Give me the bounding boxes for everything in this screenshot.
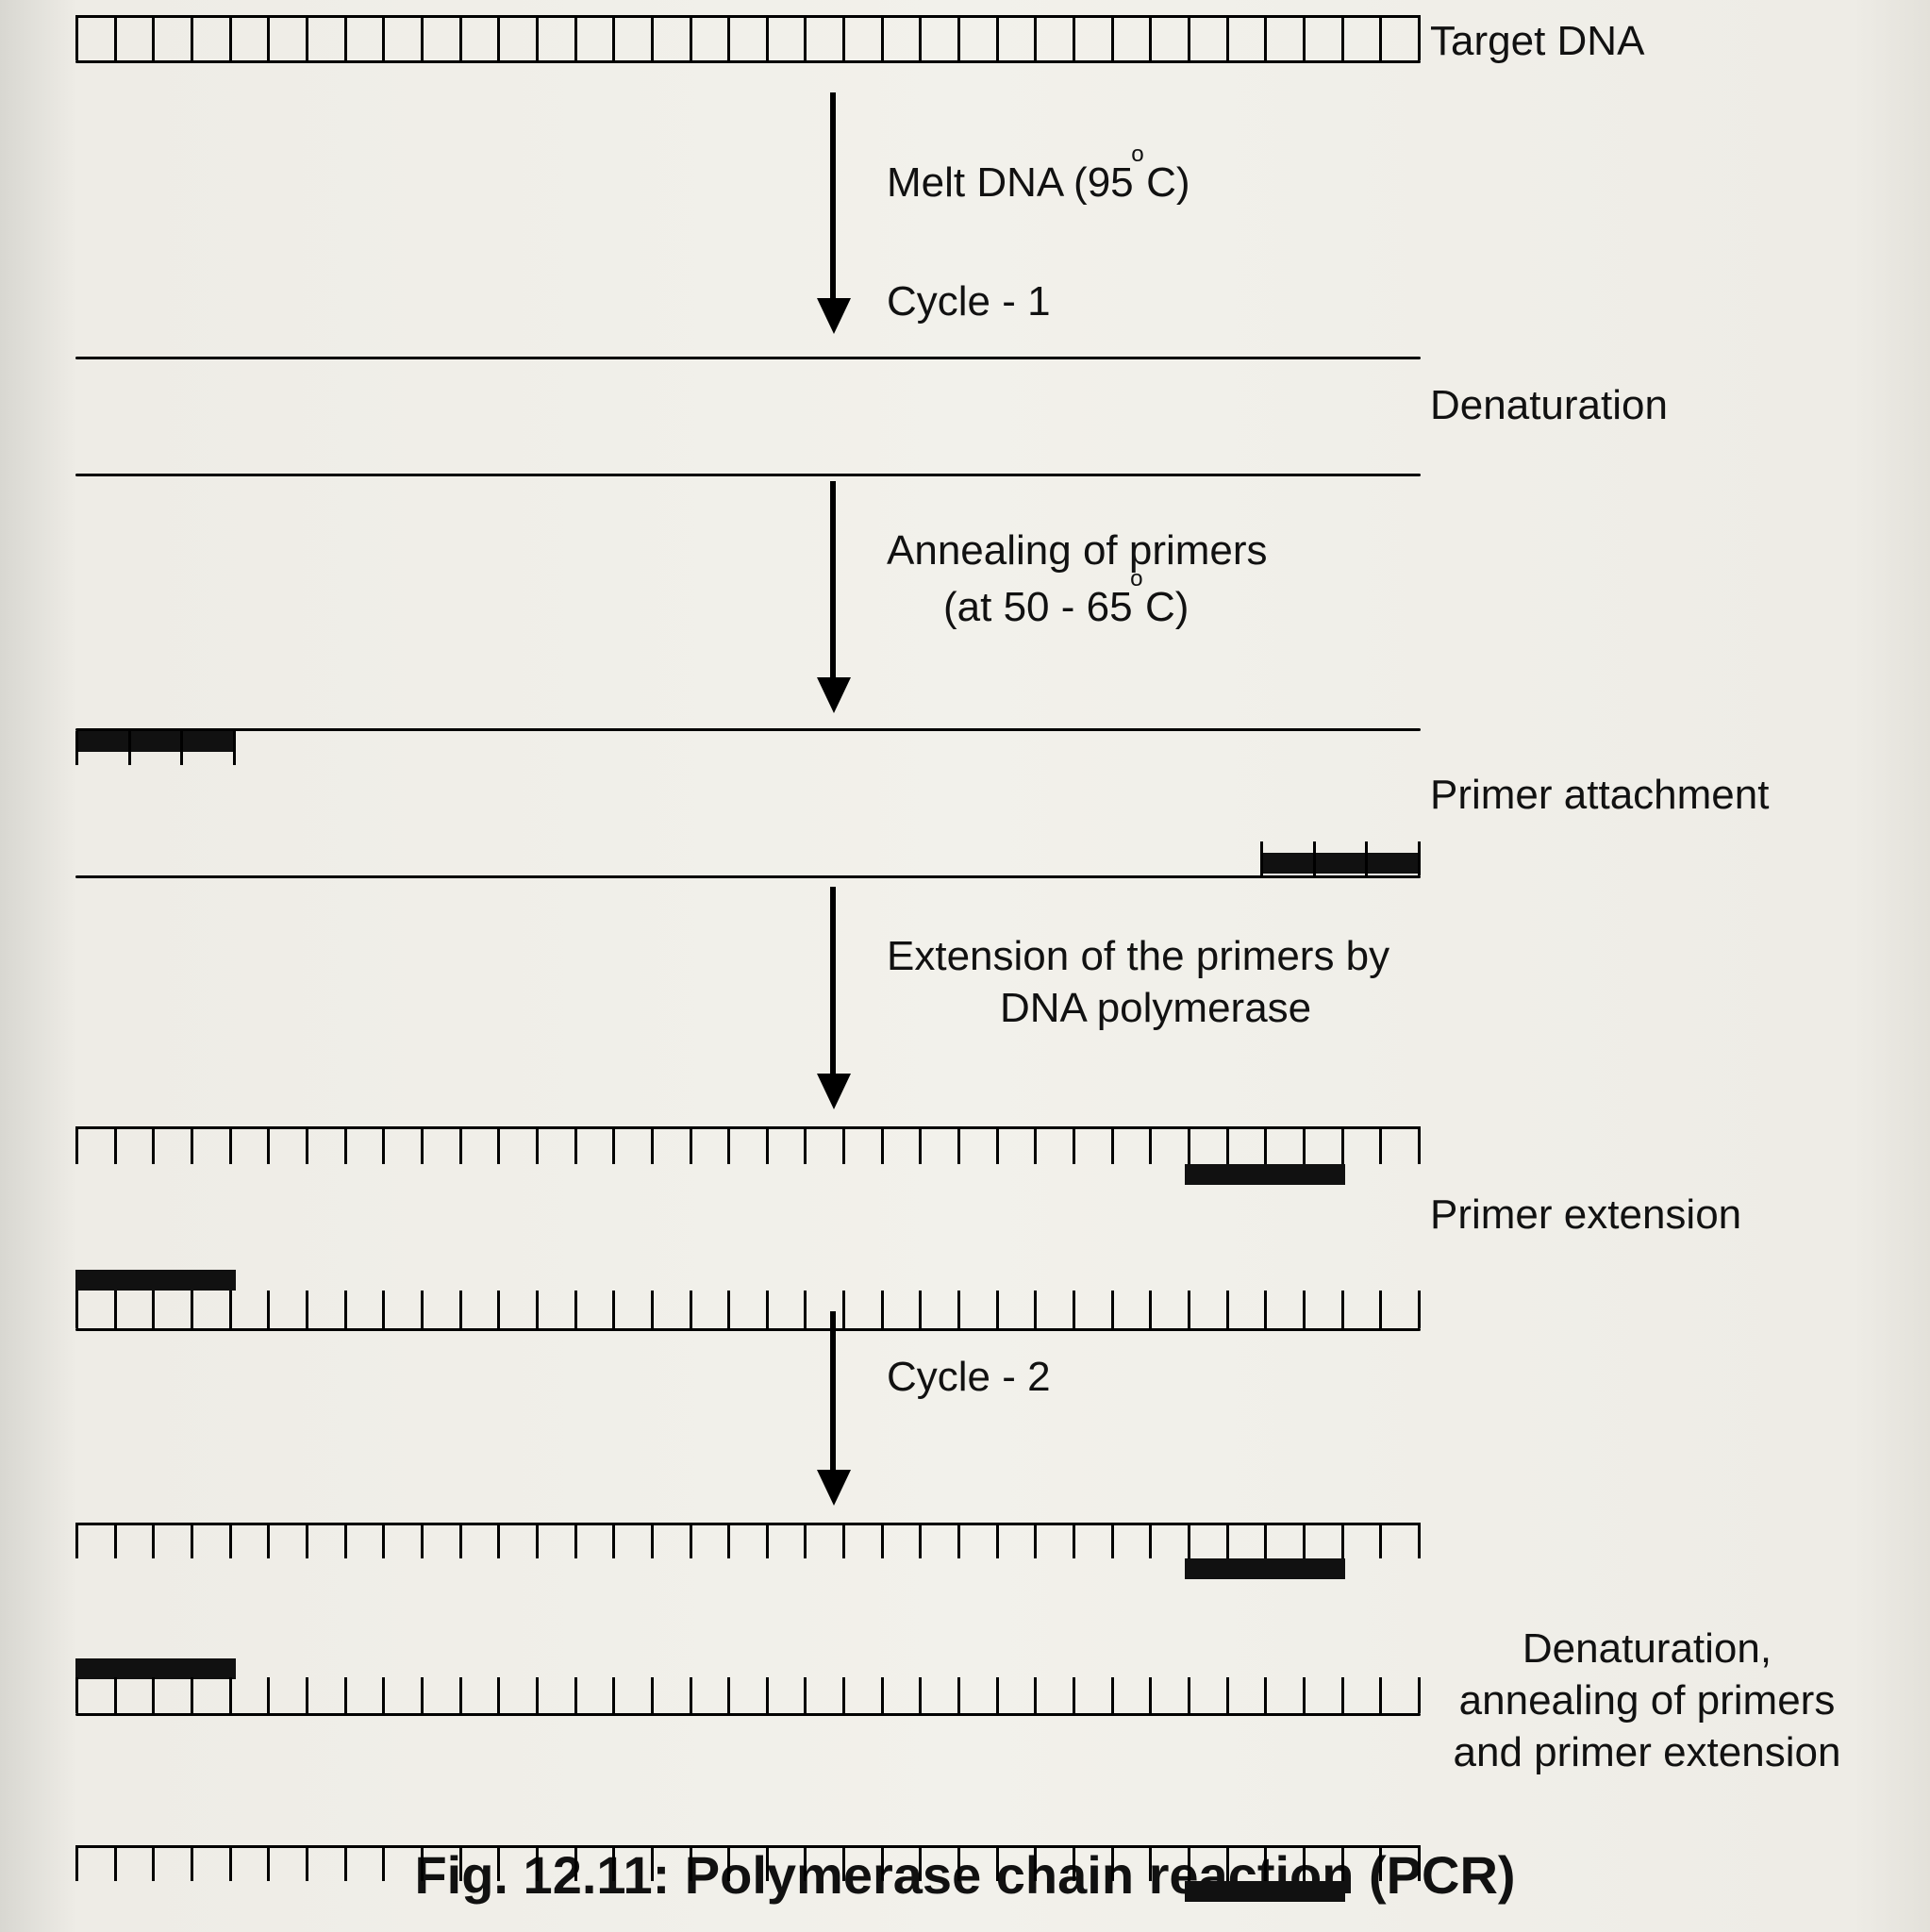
arrow-anneal: Annealing of primers (at 50 - 65oC) — [57, 481, 1873, 726]
c2-strand-1 — [75, 1519, 1873, 1581]
arrow-cycle2-label: Cycle - 2 — [887, 1354, 1051, 1401]
label-denaturation: Denaturation — [1430, 379, 1845, 431]
ext-strand-1 — [75, 1123, 1873, 1189]
ext-primer-right — [1185, 1164, 1345, 1185]
label-cycle2: Denaturation, annealing of primers and p… — [1449, 1623, 1845, 1778]
pcr-figure: Target DNA Melt DNA (95oC) Cycle - 1 Den… — [0, 0, 1930, 1932]
label-primer-attachment: Primer attachment — [1430, 769, 1845, 821]
primer-attach-bottom — [75, 832, 1873, 883]
label-target-dna: Target DNA — [1430, 15, 1845, 67]
denat-bottom — [75, 428, 1873, 479]
arrow-melt: Melt DNA (95oC) Cycle - 1 — [57, 75, 1873, 349]
ext-primer-left — [75, 1270, 236, 1291]
arrow-extension-caption2: DNA polymerase — [1000, 981, 1311, 1035]
arrow-melt-cycle: Cycle - 1 — [887, 278, 1051, 325]
arrow-anneal-caption2: (at 50 - 65oC) — [943, 580, 1189, 634]
arrow-extension-caption1: Extension of the primers by — [887, 929, 1389, 983]
arrow-cycle2: Cycle - 2 — [57, 1311, 1873, 1519]
arrow-anneal-caption1: Annealing of primers — [887, 524, 1268, 577]
arrow-melt-caption: Melt DNA (95oC) — [887, 156, 1190, 209]
label-primer-extension: Primer extension — [1430, 1189, 1845, 1241]
c2-strand-3 — [75, 1841, 1873, 1904]
arrow-extension: Extension of the primers by DNA polymera… — [57, 887, 1873, 1123]
